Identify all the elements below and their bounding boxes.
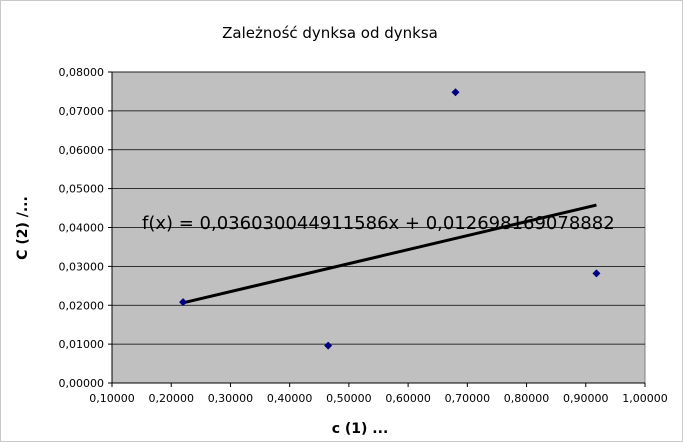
x-tick-label: 1,00000 [622,392,668,405]
x-axis-title: c (1) ... [332,421,389,437]
trendline [182,203,597,305]
data-point [451,88,460,97]
y-tick-label: 0,04000 [59,222,105,235]
trendline-equation: f(x) = 0,036030044911586x + 0,0126981690… [142,213,615,234]
chart-title: Zależność dynksa od dynksa [222,24,438,42]
y-tick-label: 0,00000 [59,377,105,390]
x-tick-label: 0,20000 [148,392,194,405]
y-tick-label: 0,02000 [59,299,105,312]
tick-labels: 0,00000 0,01000 0,02000 0,03000 0,04000 0,050… [59,66,668,405]
y-tick-label: 0,08000 [59,66,105,79]
data-point [592,269,601,278]
data-point [179,298,188,307]
y-axis-title: C (2) /... [15,196,31,260]
x-tick-label: 0,60000 [385,392,431,405]
y-tick-label: 0,06000 [59,144,105,157]
grid-lines [112,71,645,384]
data-point [324,341,333,350]
x-tick-label: 0,50000 [326,392,372,405]
x-tick-label: 0,70000 [445,392,491,405]
x-tick-label: 0,30000 [208,392,254,405]
x-tick-label: 0,80000 [504,392,550,405]
data-points [179,88,601,350]
axes [108,71,646,387]
x-tick-label: 0,40000 [267,392,313,405]
y-tick-label: 0,07000 [59,105,105,118]
y-tick-label: 0,03000 [59,260,105,273]
y-tick-label: 0,05000 [59,183,105,196]
x-tick-label: 0,90000 [563,392,609,405]
x-tick-label: 0,10000 [89,392,135,405]
y-tick-label: 0,01000 [59,338,105,351]
